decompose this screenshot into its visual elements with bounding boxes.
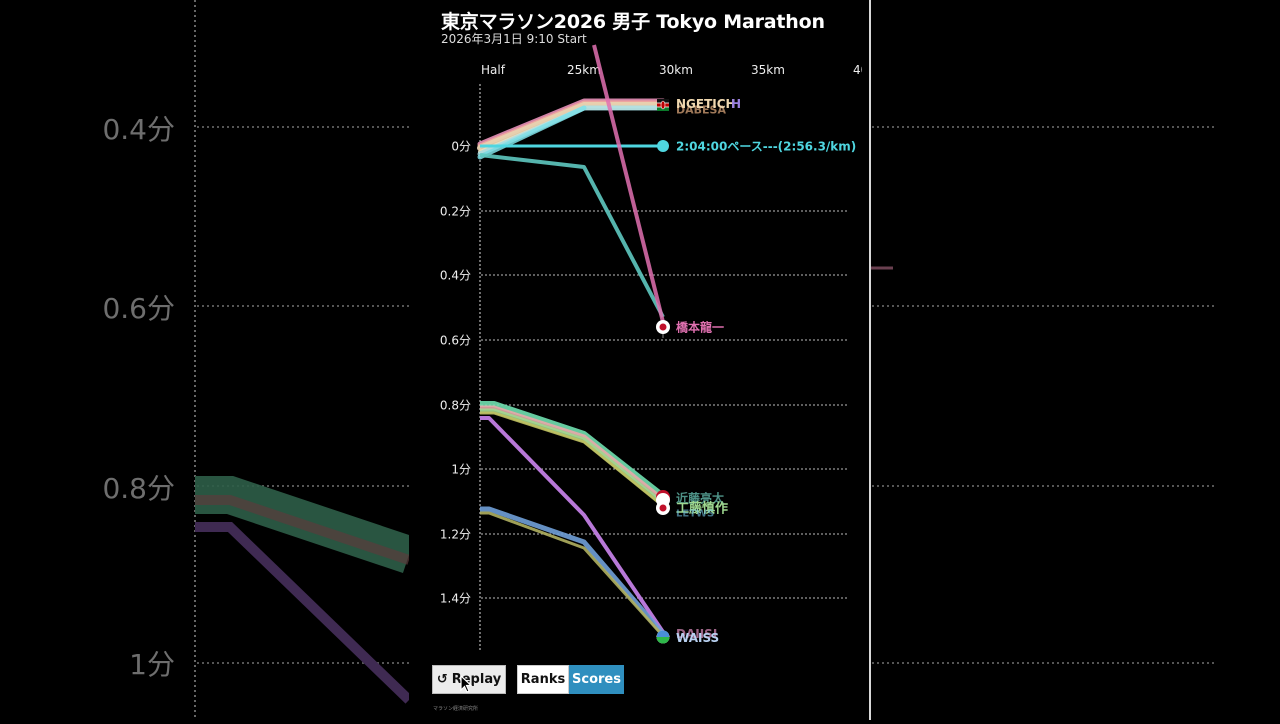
chart-subtitle: 2026年3月1日 9:10 Start <box>441 32 587 46</box>
japan-flag-icon <box>656 320 670 334</box>
ranks-tab[interactable]: Ranks <box>517 665 569 694</box>
runner-label-kudo-ghost: 近藤亮太 <box>676 491 725 506</box>
purple-runner-line <box>480 416 665 634</box>
runner-label-kudo: 工藤慎作 <box>676 501 729 517</box>
bg-y-label: 0.6分 <box>102 292 175 325</box>
runner-label-waiss: WAISS <box>676 631 720 645</box>
rotate-ccw-icon: ↺ <box>436 672 448 687</box>
replay-button[interactable]: ↺ Replay <box>432 665 506 694</box>
bg-y-label: 1分 <box>129 648 175 681</box>
gridlines <box>481 210 847 599</box>
bg-y-label: 0.4分 <box>102 113 175 146</box>
x-tick-40km: 40km <box>853 63 862 77</box>
y-tick: 0分 <box>451 139 471 154</box>
plot-area <box>477 44 847 650</box>
runner-label-ghost: DAIISI <box>676 627 718 641</box>
y-tick: 1.4分 <box>439 591 471 606</box>
lead-pack-lines <box>477 98 666 160</box>
x-tick-25km: 25km <box>567 63 601 77</box>
mouse-cursor-icon <box>460 675 473 693</box>
y-tick: 0.6分 <box>439 333 471 348</box>
panel-divider <box>868 0 871 720</box>
y-tick: 0.8分 <box>439 398 471 413</box>
flag-icon <box>656 630 670 644</box>
y-tick: 0.4分 <box>439 268 471 283</box>
runner-label-dabesa: DABESA <box>676 103 726 117</box>
second-pack-lines <box>480 401 665 508</box>
pace-label: 2:04:00ペース---(2:56.3/km) <box>676 139 857 154</box>
credit-text: マラソン経済研究所 <box>433 706 479 712</box>
x-tick-35km: 35km <box>751 63 785 77</box>
runner-label-ngetich-ghost: H <box>731 97 742 111</box>
x-tick-30km: 30km <box>659 63 693 77</box>
chart-title: 東京マラソン2026 男子 Tokyo Marathon <box>441 11 825 33</box>
scores-tab[interactable]: Scores <box>569 665 624 694</box>
y-tick: 1分 <box>451 462 471 477</box>
runner-label-ngetich: NGETICH <box>676 97 736 111</box>
third-pack-lines <box>480 506 665 638</box>
y-tick: 0.2分 <box>439 204 471 219</box>
kenya-flag-icon <box>657 99 669 111</box>
y-tick: 1.2分 <box>439 527 471 542</box>
hashimoto-line <box>592 44 665 323</box>
x-tick-half: Half <box>481 63 505 77</box>
pace-marker-icon <box>657 140 669 152</box>
teal-chaser-line <box>479 153 665 318</box>
japan-flag-icon <box>656 501 670 515</box>
chart-panel: 東京マラソン2026 男子 Tokyo Marathon 2026年3月1日 9… <box>409 0 869 720</box>
mode-toggle: Ranks Scores <box>517 665 624 694</box>
runner-label-ghost: LETWS <box>676 508 715 520</box>
runner-label-hashimoto: 橋本龍一 <box>676 320 725 335</box>
bg-y-label: 0.8分 <box>102 472 175 505</box>
